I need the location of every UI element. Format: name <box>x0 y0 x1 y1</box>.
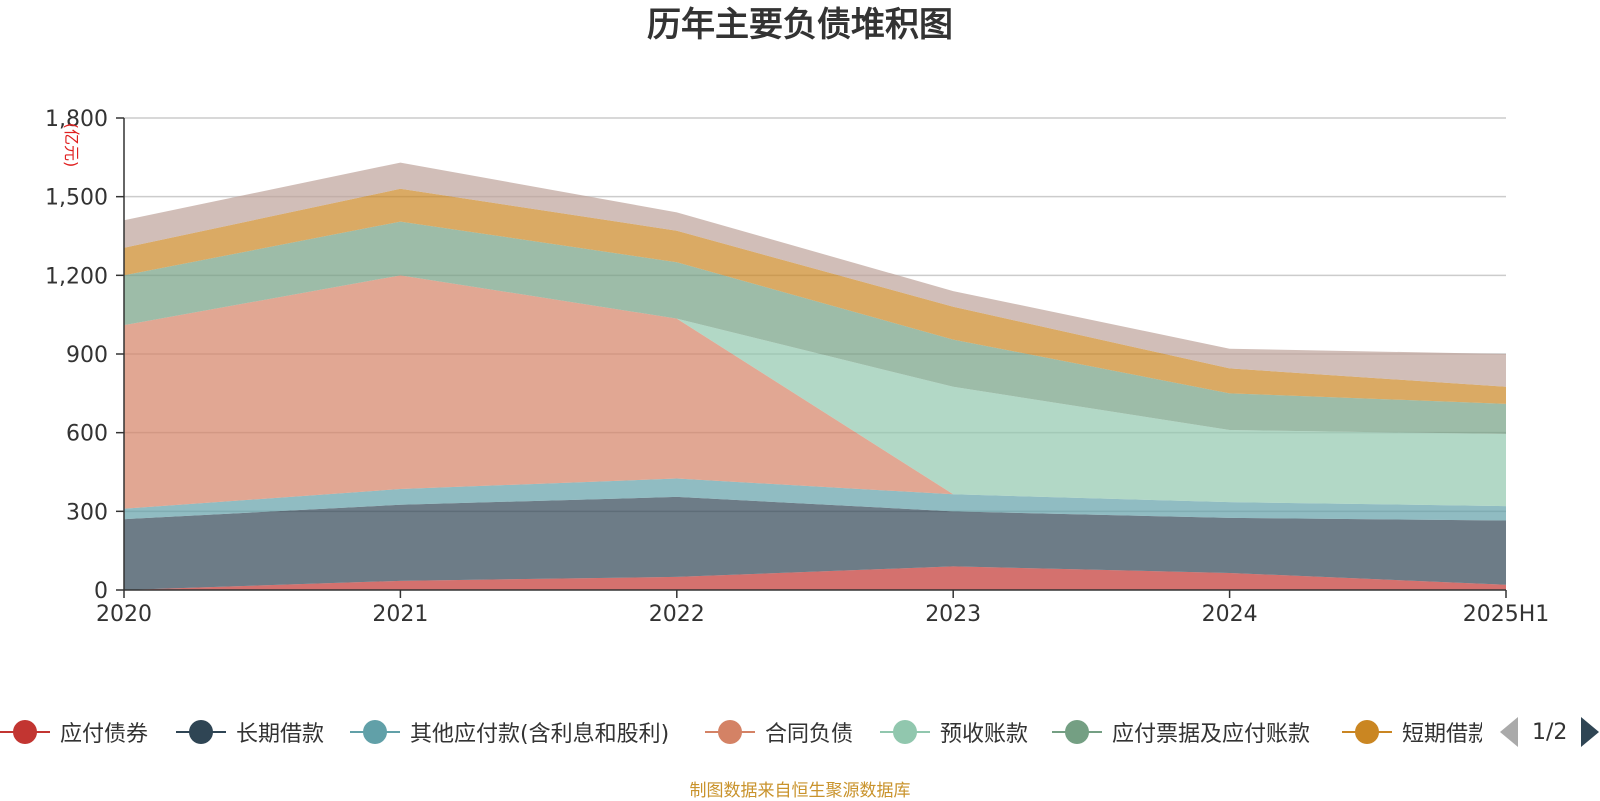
legend-label: 预收账款 <box>940 722 1029 747</box>
legend-marker-icon <box>350 719 400 745</box>
x-tick-label: 2020 <box>96 602 152 627</box>
legend-item[interactable]: 预收账款 <box>880 712 1028 752</box>
area-series-6 <box>124 188 1506 404</box>
x-tick-label: 2025H1 <box>1463 602 1550 627</box>
area-series-4 <box>124 275 1506 507</box>
legend-label: 合同负债 <box>765 722 854 747</box>
legend-label: 应付票据及应付账款 <box>1112 722 1311 747</box>
area-series-3 <box>124 275 1506 509</box>
y-tick-label: 1,800 <box>45 107 108 132</box>
y-tick-label: 300 <box>66 500 108 525</box>
area-series <box>124 162 1506 590</box>
legend-label: 长期借款 <box>236 722 325 747</box>
legend-marker-icon <box>880 719 930 745</box>
legend-label: 短期借款 <box>1402 722 1482 747</box>
source-note: 制图数据来自恒生聚源数据库 <box>689 781 911 801</box>
legend: 应付债券 长期借款 其他应付款(含利息和股利) 合同负债 预收账款 应付票据及应付账款 短期… <box>0 712 1600 752</box>
area-series-7 <box>124 162 1506 387</box>
axes <box>116 117 1507 598</box>
legend-item[interactable]: 其他应付款(含利息和股利) <box>350 712 669 752</box>
y-axis-unit-label: (亿元) <box>62 123 81 168</box>
legend-item[interactable]: 短期借款 <box>1342 712 1482 752</box>
legend-prev-icon[interactable] <box>1500 717 1518 747</box>
legend-item[interactable]: 应付票据及应付账款 <box>1052 712 1310 752</box>
legend-label: 应付债券 <box>60 722 149 747</box>
legend-marker-icon <box>1052 719 1102 745</box>
y-tick-label: 0 <box>94 579 108 604</box>
y-tick-label: 1,200 <box>45 264 108 289</box>
x-tick-label: 2024 <box>1202 602 1258 627</box>
area-series-0 <box>124 566 1506 590</box>
legend-marker-icon <box>1342 719 1392 745</box>
legend-next-icon[interactable] <box>1581 717 1600 747</box>
legend-marker-icon <box>705 719 755 745</box>
tick-labels: 0 300 600 900 1,200 1,500 1,800 2020 2021 2022 202… <box>45 107 1549 627</box>
chart-title: 历年主要负债堆积图 <box>647 5 953 45</box>
legend-marker-icon <box>0 719 50 745</box>
legend-marker-icon <box>176 719 226 745</box>
x-tick-label: 2022 <box>649 602 705 627</box>
stacked-area-chart: 0 300 600 900 1,200 1,500 1,800 2020 2021 2022 202… <box>45 107 1549 627</box>
area-series-2 <box>124 478 1506 521</box>
area-series-5 <box>124 221 1506 434</box>
legend-page-indicator: 1/2 <box>1532 719 1568 745</box>
legend-item[interactable]: 应付债券 <box>0 712 148 752</box>
legend-items: 应付债券 长期借款 其他应付款(含利息和股利) 合同负债 预收账款 应付票据及应付账款 短期… <box>0 712 1482 752</box>
y-tick-label: 900 <box>66 343 108 368</box>
legend-label: 其他应付款(含利息和股利) <box>410 722 670 747</box>
y-tick-label: 1,500 <box>45 186 108 211</box>
x-tick-label: 2021 <box>372 602 428 627</box>
legend-pager: 1/2 <box>1500 712 1600 752</box>
legend-item[interactable]: 长期借款 <box>176 712 324 752</box>
legend-item[interactable]: 合同负债 <box>705 712 853 752</box>
x-tick-label: 2023 <box>925 602 981 627</box>
area-series-1 <box>124 496 1506 590</box>
y-tick-label: 600 <box>66 422 108 447</box>
